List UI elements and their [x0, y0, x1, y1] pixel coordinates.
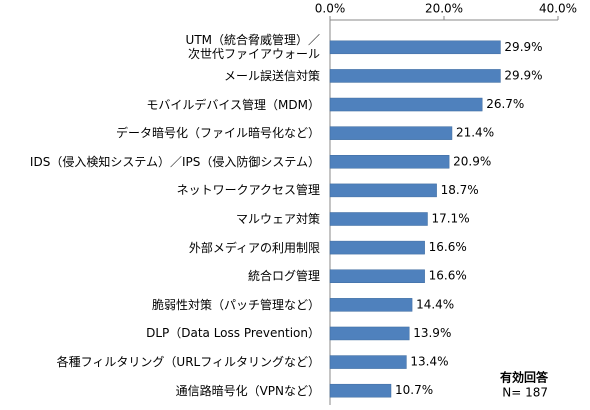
value-label: 18.7% [441, 183, 479, 197]
y-tick-label: 外部メディアの利用制限 [188, 240, 320, 255]
value-label: 14.4% [416, 297, 454, 311]
bar [329, 126, 453, 140]
y-tick-label: メール誤送信対策 [223, 68, 320, 83]
bar [329, 155, 450, 169]
value-label: 29.9% [504, 68, 542, 82]
bar [329, 326, 410, 341]
bar [329, 383, 392, 398]
x-tick-label: 20.0% [425, 2, 463, 16]
y-tick-label: UTM（統合脅威管理）／ 次世代ファイアウォール [185, 33, 320, 62]
value-label: 13.9% [413, 326, 451, 340]
y-tick-label: 通信路暗号化（VPNなど） [175, 383, 320, 398]
value-label: 29.9% [504, 40, 542, 54]
value-label: 20.9% [453, 154, 491, 168]
value-label: 16.6% [429, 240, 467, 254]
bar [329, 183, 437, 198]
y-tick-label: 脆弱性対策（パッチ管理など） [151, 297, 320, 312]
bar [329, 212, 428, 226]
y-tick-label: モバイルデバイス管理（MDM） [146, 97, 320, 112]
bar [329, 269, 425, 283]
y-tick-label: DLP（Data Loss Prevention） [146, 326, 320, 341]
value-label: 13.4% [410, 355, 448, 369]
value-label: 17.1% [431, 212, 469, 226]
value-label: 16.6% [429, 269, 467, 283]
bar [329, 97, 483, 112]
value-label: 21.4% [456, 126, 494, 140]
value-label: 26.7% [486, 97, 524, 111]
bar [329, 355, 407, 369]
y-tick-label: IDS（侵入検知システム）／IPS（侵入防御システム） [29, 154, 320, 169]
bar [329, 240, 425, 255]
annotation: 有効回答 [500, 370, 549, 385]
bar [329, 69, 501, 83]
x-tick-label: 40.0% [539, 2, 577, 16]
bar [329, 40, 501, 55]
bar [329, 298, 413, 312]
y-tick-label: ネットワークアクセス管理 [176, 183, 320, 198]
annotation: N= 187 [502, 386, 548, 400]
y-tick-label: 統合ログ管理 [247, 269, 320, 284]
value-label: 10.7% [395, 383, 433, 397]
x-tick-label: 0.0% [315, 2, 346, 16]
y-tick-label: マルウェア対策 [235, 212, 320, 226]
y-tick-label: データ暗号化（ファイル暗号化など） [115, 126, 320, 141]
y-tick-label: 各種フィルタリング（URLフィルタリングなど） [56, 355, 320, 370]
